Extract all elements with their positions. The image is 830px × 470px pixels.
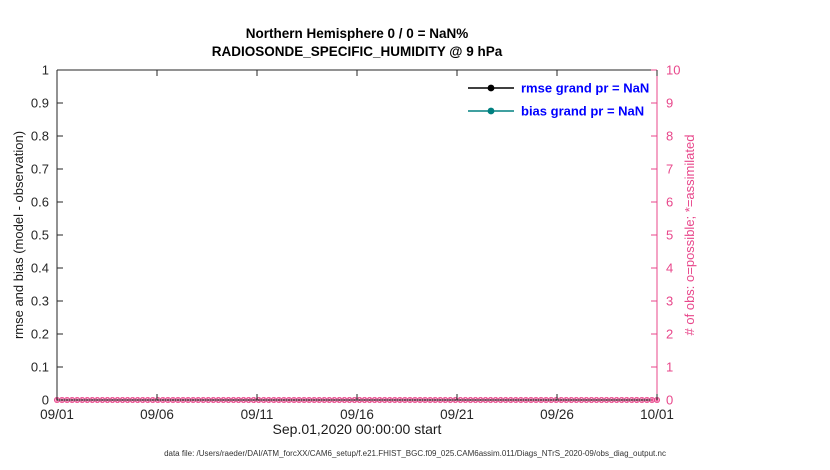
- y-tick-label-right: 1: [666, 360, 673, 375]
- x-tick-label: 09/21: [440, 407, 474, 422]
- y-tick-label-right: 0: [666, 393, 673, 408]
- y-tick-label-right: 7: [666, 162, 673, 177]
- y-tick-label-right: 3: [666, 294, 673, 309]
- y-tick-label-right: 9: [666, 96, 673, 111]
- y-tick-label-right: 8: [666, 129, 673, 144]
- y-tick-label-right: 10: [666, 63, 680, 78]
- y-tick-label-left: 0.3: [31, 294, 49, 309]
- x-tick-label: 09/01: [40, 407, 74, 422]
- y-axis-left-ticks: 0 0.1 0.2 0.3 0.4 0.5 0.6 0.7 0.8 0.9 1: [31, 63, 63, 408]
- y-tick-label-right: 4: [666, 261, 673, 276]
- y-axis-right-ticks: 0 1 2 3 4 5 6 7 8 9 10: [651, 63, 680, 408]
- y-tick-label-left: 0.1: [31, 360, 49, 375]
- chart-subtitle: RADIOSONDE_SPECIFIC_HUMIDITY @ 9 hPa: [211, 44, 503, 59]
- y-tick-label-left: 0.2: [31, 327, 49, 342]
- x-tick-label: 09/11: [241, 407, 274, 422]
- x-tick-label: 10/01: [640, 407, 674, 422]
- legend-marker: [487, 84, 495, 92]
- legend-label: rmse grand pr = NaN: [521, 81, 649, 96]
- data-file-caption: data file: /Users/raeder/DAI/ATM_forcXX/…: [164, 449, 666, 458]
- legend-label: bias grand pr = NaN: [521, 104, 644, 119]
- legend: rmse grand pr = NaN bias grand pr = NaN: [468, 81, 649, 119]
- y-tick-label-left: 0.4: [31, 261, 49, 276]
- y-tick-label-left: 0.8: [31, 129, 49, 144]
- legend-marker: [487, 107, 495, 115]
- y-tick-label-left: 0: [42, 393, 49, 408]
- y-tick-label-left: 0.7: [31, 162, 49, 177]
- x-tick-label: 09/26: [540, 407, 574, 422]
- y-tick-label-right: 5: [666, 228, 673, 243]
- x-tick-label: 09/06: [140, 407, 174, 422]
- y-tick-label-left: 1: [42, 63, 49, 78]
- x-tick-label: 09/16: [340, 407, 374, 422]
- y-tick-label-right: 2: [666, 327, 673, 342]
- y-tick-label-left: 0.5: [31, 228, 49, 243]
- axes: [56, 69, 658, 401]
- y-tick-label-left: 0.9: [31, 96, 49, 111]
- x-axis-label: Sep.01,2020 00:00:00 start: [272, 421, 442, 437]
- y-tick-label-right: 6: [666, 195, 673, 210]
- chart-title: Northern Hemisphere 0 / 0 = NaN%: [245, 26, 469, 41]
- y-tick-label-left: 0.6: [31, 195, 49, 210]
- x-axis-ticks: 09/01 09/06 09/11 09/16 09/21 09/26 10/01: [40, 70, 674, 422]
